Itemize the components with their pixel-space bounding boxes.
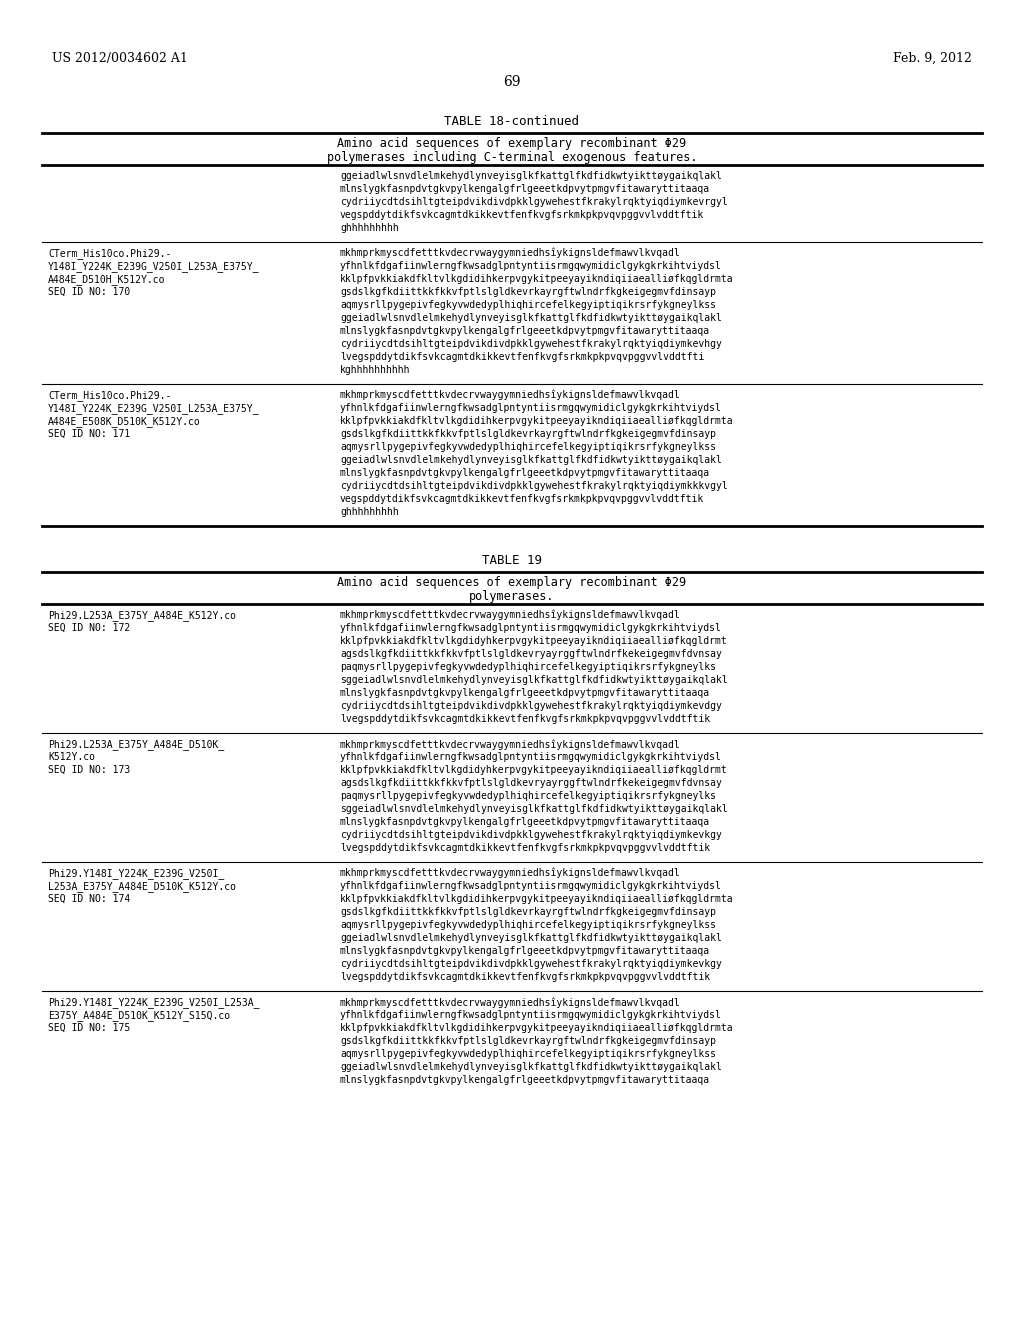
Text: mlnslygkfasnpdvtgkvpylkengalgfrlgeeetkdpvytpmgvfitawaryttitaaqa: mlnslygkfasnpdvtgkvpylkengalgfrlgeeetkdp… [340,469,710,478]
Text: 69: 69 [503,75,521,88]
Text: ghhhhhhhhh: ghhhhhhhhh [340,507,398,517]
Text: SEQ ID NO: 175: SEQ ID NO: 175 [48,1023,130,1034]
Text: CTerm_His10co.Phi29.-: CTerm_His10co.Phi29.- [48,389,171,401]
Text: mlnslygkfasnpdvtgkvpylkengalgfrlgeeetkdpvytpmgvfitawaryttitaaqa: mlnslygkfasnpdvtgkvpylkengalgfrlgeeetkdp… [340,946,710,956]
Text: aqmysrllpygepivfegkyvwdedyplhiqhircefelkegyiptiqikrsrfykgneylkss: aqmysrllpygepivfegkyvwdedyplhiqhircefelk… [340,300,716,310]
Text: TABLE 18-continued: TABLE 18-continued [444,115,580,128]
Text: mlnslygkfasnpdvtgkvpylkengalgfrlgeeetkdpvytpmgvfitawaryttitaaqa: mlnslygkfasnpdvtgkvpylkengalgfrlgeeetkdp… [340,326,710,337]
Text: yfhnlkfdgafiinwlerngfkwsadglpntyntiisrmgqwymidiclgykgkrkihtviydsl: yfhnlkfdgafiinwlerngfkwsadglpntyntiisrmg… [340,752,722,762]
Text: vegspddytdikfsvkcagmtdkikkevtfenfkvgfsrkmkpkpvqvpggvvlvddtftik: vegspddytdikfsvkcagmtdkikkevtfenfkvgfsrk… [340,494,705,504]
Text: agsdslkgfkdiittkkfkkvfptlslgldkevryayrggftwlndrfkekeigegmvfdvnsay: agsdslkgfkdiittkkfkkvfptlslgldkevryayrgg… [340,649,722,659]
Text: agsdslkgfkdiittkkfkkvfptlslgldkevryayrggftwlndrfkekeigegmvfdvnsay: agsdslkgfkdiittkkfkkvfptlslgldkevryayrgg… [340,777,722,788]
Text: aqmysrllpygepivfegkyvwdedyplhiqhircefelkegyiptiqikrsrfykgneylkss: aqmysrllpygepivfegkyvwdedyplhiqhircefelk… [340,920,716,931]
Text: yfhnlkfdgafiinwlerngfkwsadglpntyntiisrmgqwymidiclgykgkrkihtviydsl: yfhnlkfdgafiinwlerngfkwsadglpntyntiisrmg… [340,1010,722,1020]
Text: kklpfpvkkiakdfkltvlkgdidihkerpvgykitpeeyayikndiqiiaealliøfkqgldrmta: kklpfpvkkiakdfkltvlkgdidihkerpvgykitpeey… [340,416,733,426]
Text: mkhmprkmyscdfetttkvdecrvwaygymniedhsîykignsldefmawvlkvqadl: mkhmprkmyscdfetttkvdecrvwaygymniedhsîyki… [340,248,681,259]
Text: ggeiadlwlsnvdlelmkehydlynveyisglkfkattglfkdfidkwtyikttøygaikqlakl: ggeiadlwlsnvdlelmkehydlynveyisglkfkattgl… [340,172,722,181]
Text: L253A_E375Y_A484E_D510K_K512Y.co: L253A_E375Y_A484E_D510K_K512Y.co [48,880,236,892]
Text: mkhmprkmyscdfetttkvdecrvwaygymniedhsîykignsldefmawvlkvqadl: mkhmprkmyscdfetttkvdecrvwaygymniedhsîyki… [340,610,681,620]
Text: E375Y_A484E_D510K_K512Y_S15Q.co: E375Y_A484E_D510K_K512Y_S15Q.co [48,1010,230,1020]
Text: Amino acid sequences of exemplary recombinant Φ29: Amino acid sequences of exemplary recomb… [338,576,686,589]
Text: gsdslkgfkdiittkkfkkvfptlslgldkevrkayrgftwlndrfkgkeigegmvfdinsayp: gsdslkgfkdiittkkfkkvfptlslgldkevrkayrgft… [340,907,716,917]
Text: Phi29.Y148I_Y224K_E239G_V250I_: Phi29.Y148I_Y224K_E239G_V250I_ [48,869,224,879]
Text: kklpfpvkkiakdfkltvlkgdidihkerpvgykitpeeyayikndiqiiaealliøfkqgldrmta: kklpfpvkkiakdfkltvlkgdidihkerpvgykitpeey… [340,1023,733,1034]
Text: lvegspddytdikfsvkcagmtdkikkevtfenfkvgfsrkmkpkpvqvpggvvlvddtftik: lvegspddytdikfsvkcagmtdkikkevtfenfkvgfsr… [340,843,710,853]
Text: sggeiadlwlsnvdlelmkehydlynveyisglkfkattglfkdfidkwtyikttøygaikqlakl: sggeiadlwlsnvdlelmkehydlynveyisglkfkattg… [340,804,728,814]
Text: yfhnlkfdgafiinwlerngfkwsadglpntyntiisrmgqwymidiclgykgkrkihtviydsl: yfhnlkfdgafiinwlerngfkwsadglpntyntiisrmg… [340,261,722,271]
Text: ggeiadlwlsnvdlelmkehydlynveyisglkfkattglfkdfidkwtyikttøygaikqlakl: ggeiadlwlsnvdlelmkehydlynveyisglkfkattgl… [340,933,722,942]
Text: yfhnlkfdgafiinwlerngfkwsadglpntyntiisrmgqwymidiclgykgkrkihtviydsl: yfhnlkfdgafiinwlerngfkwsadglpntyntiisrmg… [340,623,722,634]
Text: aqmysrllpygepivfegkyvwdedyplhiqhircefelkegyiptiqikrsrfykgneylkss: aqmysrllpygepivfegkyvwdedyplhiqhircefelk… [340,1049,716,1059]
Text: Phi29.L253A_E375Y_A484E_D510K_: Phi29.L253A_E375Y_A484E_D510K_ [48,739,224,750]
Text: sggeiadlwlsnvdlelmkehydlynveyisglkfkattglfkdfidkwtyikttøygaikqlakl: sggeiadlwlsnvdlelmkehydlynveyisglkfkattg… [340,675,728,685]
Text: CTerm_His10co.Phi29.-: CTerm_His10co.Phi29.- [48,248,171,259]
Text: aqmysrllpygepivfegkyvwdedyplhiqhircefelkegyiptiqikrsrfykgneylkss: aqmysrllpygepivfegkyvwdedyplhiqhircefelk… [340,442,716,451]
Text: yfhnlkfdgafiinwlerngfkwsadglpntyntiisrmgqwymidiclgykgkrkihtviydsl: yfhnlkfdgafiinwlerngfkwsadglpntyntiisrmg… [340,403,722,413]
Text: kklpfpvkkiakdfkltvlkgdidyhkerpvgykitpeeyayikndiqiiaealliøfkqgldrmt: kklpfpvkkiakdfkltvlkgdidyhkerpvgykitpeey… [340,636,728,645]
Text: cydriiycdtdsihltgteipdvikdivdpkklgywehestfkrakylrqktyiqdiymkevhgy: cydriiycdtdsihltgteipdvikdivdpkklgywehes… [340,339,722,348]
Text: cydriiycdtdsihltgteipdvikdivdpkklgywehestfkrakylrqktyiqdiymkkkvgyl: cydriiycdtdsihltgteipdvikdivdpkklgywehes… [340,480,728,491]
Text: A484E_D510H_K512Y.co: A484E_D510H_K512Y.co [48,275,166,285]
Text: lvegspddytdikfsvkcagmtdkikkevtfenfkvgfsrkmkpkpvqvpggvvlvddtfti: lvegspddytdikfsvkcagmtdkikkevtfenfkvgfsr… [340,352,705,362]
Text: paqmysrllpygepivfegkyvwdedyplhiqhircefelkegyiptiqikrsrfykgneylks: paqmysrllpygepivfegkyvwdedyplhiqhircefel… [340,663,716,672]
Text: ggeiadlwlsnvdlelmkehydlynveyisglkfkattglfkdfidkwtyikttøygaikqlakl: ggeiadlwlsnvdlelmkehydlynveyisglkfkattgl… [340,313,722,323]
Text: paqmysrllpygepivfegkyvwdedyplhiqhircefelkegyiptiqikrsrfykgneylks: paqmysrllpygepivfegkyvwdedyplhiqhircefel… [340,791,716,801]
Text: vegspddytdikfsvkcagmtdkikkevtfenfkvgfsrkmkpkpvqvpggvvlvddtftik: vegspddytdikfsvkcagmtdkikkevtfenfkvgfsrk… [340,210,705,220]
Text: US 2012/0034602 A1: US 2012/0034602 A1 [52,51,187,65]
Text: mlnslygkfasnpdvtgkvpylkengalgfrlgeeetkdpvytpmgvfitawaryttitaaqa: mlnslygkfasnpdvtgkvpylkengalgfrlgeeetkdp… [340,817,710,828]
Text: cydriiycdtdsihltgteipdvikdivdpkklgywehestfkrakylrqktyiqdiymkevrgyl: cydriiycdtdsihltgteipdvikdivdpkklgywehes… [340,197,728,207]
Text: ggeiadlwlsnvdlelmkehydlynveyisglkfkattglfkdfidkwtyikttøygaikqlakl: ggeiadlwlsnvdlelmkehydlynveyisglkfkattgl… [340,455,722,465]
Text: mlnslygkfasnpdvtgkvpylkengalgfrlgeeetkdpvytpmgvfitawaryttitaaqa: mlnslygkfasnpdvtgkvpylkengalgfrlgeeetkdp… [340,183,710,194]
Text: kghhhhhhhhhh: kghhhhhhhhhh [340,366,411,375]
Text: kklpfpvkkiakdfkltvlkgdidihkerpvgykitpeeyayikndiqiiaealliøfkqgldrmta: kklpfpvkkiakdfkltvlkgdidihkerpvgykitpeey… [340,275,733,284]
Text: lvegspddytdikfsvkcagmtdkikkevtfenfkvgfsrkmkpkpvqvpggvvlvddtftik: lvegspddytdikfsvkcagmtdkikkevtfenfkvgfsr… [340,714,710,723]
Text: SEQ ID NO: 171: SEQ ID NO: 171 [48,429,130,440]
Text: kklpfpvkkiakdfkltvlkgdidyhkerpvgykitpeeyayikndiqiiaealliøfkqgldrmt: kklpfpvkkiakdfkltvlkgdidyhkerpvgykitpeey… [340,766,728,775]
Text: mlnslygkfasnpdvtgkvpylkengalgfrlgeeetkdpvytpmgvfitawaryttitaaqa: mlnslygkfasnpdvtgkvpylkengalgfrlgeeetkdp… [340,688,710,698]
Text: K512Y.co: K512Y.co [48,752,95,762]
Text: SEQ ID NO: 170: SEQ ID NO: 170 [48,286,130,297]
Text: Phi29.Y148I_Y224K_E239G_V250I_L253A_: Phi29.Y148I_Y224K_E239G_V250I_L253A_ [48,997,259,1008]
Text: Phi29.L253A_E375Y_A484E_K512Y.co: Phi29.L253A_E375Y_A484E_K512Y.co [48,610,236,620]
Text: TABLE 19: TABLE 19 [482,554,542,568]
Text: mkhmprkmyscdfetttkvdecrvwaygymniedhsîykignsldefmawvlkvqadl: mkhmprkmyscdfetttkvdecrvwaygymniedhsîyki… [340,869,681,879]
Text: ggeiadlwlsnvdlelmkehydlynveyisglkfkattglfkdfidkwtyikttøygaikqlakl: ggeiadlwlsnvdlelmkehydlynveyisglkfkattgl… [340,1063,722,1072]
Text: gsdslkgfkdiittkkfkkvfptlslgldkevrkayrgftwlndrfkgkeigegmvfdinsayp: gsdslkgfkdiittkkfkkvfptlslgldkevrkayrgft… [340,429,716,440]
Text: SEQ ID NO: 174: SEQ ID NO: 174 [48,894,130,904]
Text: polymerases including C-terminal exogenous features.: polymerases including C-terminal exogeno… [327,150,697,164]
Text: SEQ ID NO: 173: SEQ ID NO: 173 [48,766,130,775]
Text: A484E_E508K_D510K_K512Y.co: A484E_E508K_D510K_K512Y.co [48,416,201,426]
Text: cydriiycdtdsihltgteipdvikdivdpkklgywehestfkrakylrqktyiqdiymkevkgy: cydriiycdtdsihltgteipdvikdivdpkklgywehes… [340,960,722,969]
Text: cydriiycdtdsihltgteipdvikdivdpkklgywehestfkrakylrqktyiqdiymkevkgy: cydriiycdtdsihltgteipdvikdivdpkklgywehes… [340,830,722,840]
Text: mlnslygkfasnpdvtgkvpylkengalgfrlgeeetkdpvytpmgvfitawaryttitaaqa: mlnslygkfasnpdvtgkvpylkengalgfrlgeeetkdp… [340,1074,710,1085]
Text: Amino acid sequences of exemplary recombinant Φ29: Amino acid sequences of exemplary recomb… [338,137,686,150]
Text: Y148I_Y224K_E239G_V250I_L253A_E375Y_: Y148I_Y224K_E239G_V250I_L253A_E375Y_ [48,261,259,272]
Text: cydriiycdtdsihltgteipdvikdivdpkklgywehestfkrakylrqktyiqdiymkevdgy: cydriiycdtdsihltgteipdvikdivdpkklgywehes… [340,701,722,711]
Text: Feb. 9, 2012: Feb. 9, 2012 [893,51,972,65]
Text: mkhmprkmyscdfetttkvdecrvwaygymniedhsîykignsldefmawvlkvqadl: mkhmprkmyscdfetttkvdecrvwaygymniedhsîyki… [340,739,681,750]
Text: SEQ ID NO: 172: SEQ ID NO: 172 [48,623,130,634]
Text: yfhnlkfdgafiinwlerngfkwsadglpntyntiisrmgqwymidiclgykgkrkihtviydsl: yfhnlkfdgafiinwlerngfkwsadglpntyntiisrmg… [340,880,722,891]
Text: mkhmprkmyscdfetttkvdecrvwaygymniedhsîykignsldefmawvlkvqadl: mkhmprkmyscdfetttkvdecrvwaygymniedhsîyki… [340,997,681,1007]
Text: polymerases.: polymerases. [469,590,555,603]
Text: mkhmprkmyscdfetttkvdecrvwaygymniedhsîykignsldefmawvlkvqadl: mkhmprkmyscdfetttkvdecrvwaygymniedhsîyki… [340,389,681,400]
Text: gsdslkgfkdiittkkfkkvfptlslgldkevrkayrgftwlndrfkgkeigegmvfdinsayp: gsdslkgfkdiittkkfkkvfptlslgldkevrkayrgft… [340,1036,716,1045]
Text: Y148I_Y224K_E239G_V250I_L253A_E375Y_: Y148I_Y224K_E239G_V250I_L253A_E375Y_ [48,403,259,414]
Text: ghhhhhhhhh: ghhhhhhhhh [340,223,398,234]
Text: gsdslkgfkdiittkkfkkvfptlslgldkevrkayrgftwlndrfkgkeigegmvfdinsayp: gsdslkgfkdiittkkfkkvfptlslgldkevrkayrgft… [340,286,716,297]
Text: kklpfpvkkiakdfkltvlkgdidihkerpvgykitpeeyayikndiqiiaealliøfkqgldrmta: kklpfpvkkiakdfkltvlkgdidihkerpvgykitpeey… [340,894,733,904]
Text: lvegspddytdikfsvkcagmtdkikkevtfenfkvgfsrkmkpkpvqvpggvvlvddtftik: lvegspddytdikfsvkcagmtdkikkevtfenfkvgfsr… [340,972,710,982]
